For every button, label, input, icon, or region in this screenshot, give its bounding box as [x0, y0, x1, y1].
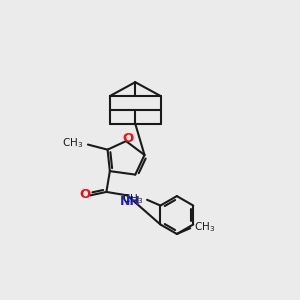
- Text: CH$_3$: CH$_3$: [61, 136, 83, 150]
- Text: CH$_3$: CH$_3$: [194, 220, 215, 234]
- Text: CH$_3$: CH$_3$: [122, 192, 144, 206]
- Text: O: O: [80, 188, 91, 201]
- Text: O: O: [123, 132, 134, 145]
- Text: NH: NH: [120, 195, 141, 208]
